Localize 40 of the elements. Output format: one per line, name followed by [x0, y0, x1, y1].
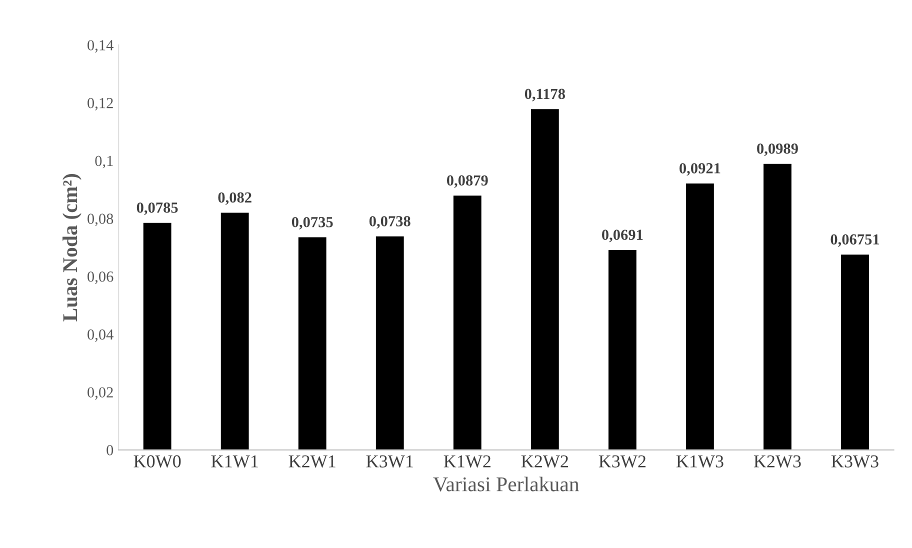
x-tick-label: K1W1 [211, 455, 258, 468]
bar [841, 254, 869, 450]
y-tick-label: 0,08 [88, 214, 114, 226]
data-label: 0,0921 [680, 163, 720, 176]
y-tick-label: 0,02 [88, 387, 113, 400]
bar [530, 109, 559, 450]
bar [453, 196, 482, 450]
y-tick-label: 0,12 [88, 98, 113, 110]
data-label: 0,0738 [369, 216, 410, 229]
y-axis-title: Luas Noda (cm²) [62, 174, 82, 322]
bar [686, 183, 714, 450]
data-label: 0,06751 [830, 234, 880, 247]
y-tick-label: 0,14 [88, 40, 114, 53]
y-tick-label: 0 [106, 445, 114, 456]
x-tick-label: K2W2 [521, 455, 568, 468]
x-tick-label: K2W1 [288, 455, 336, 468]
data-label: 0,0691 [602, 230, 643, 242]
x-tick-label: K3W3 [831, 455, 878, 468]
bar [764, 164, 792, 450]
bar [608, 250, 636, 450]
data-label: 0,0879 [446, 175, 488, 188]
bar [220, 212, 249, 450]
bar [376, 236, 404, 450]
data-label: 0,082 [218, 192, 252, 205]
x-axis-title: Variasi Perlakuan [433, 476, 580, 492]
x-tick-label: K3W2 [598, 455, 646, 468]
y-tick-label: 0,1 [95, 156, 113, 168]
x-tick-label: K3W1 [366, 455, 413, 468]
y-tick-label: 0,06 [88, 271, 114, 284]
x-tick-label: K0W0 [134, 455, 181, 468]
bar [143, 222, 172, 450]
bar [298, 237, 326, 450]
data-label: 0,0989 [757, 143, 798, 156]
data-label: 0,1178 [524, 88, 565, 102]
x-tick-label: K2W3 [754, 455, 801, 468]
data-label: 0,0785 [136, 202, 178, 215]
y-tick-label: 0,04 [88, 329, 114, 342]
x-tick-label: K1W2 [444, 455, 490, 468]
data-label: 0,0735 [292, 216, 333, 230]
x-tick-label: K1W3 [676, 455, 724, 468]
